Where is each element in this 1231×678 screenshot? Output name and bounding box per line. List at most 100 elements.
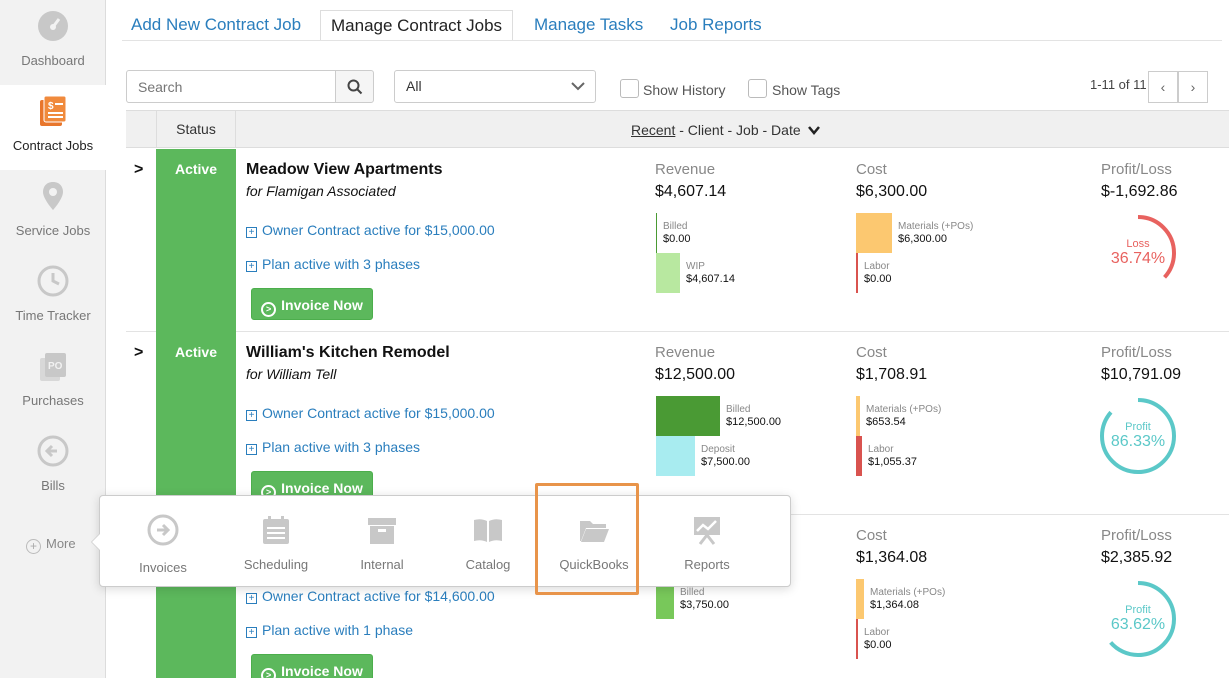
show-history-label[interactable]: Show History (643, 82, 726, 98)
owner-contract-link[interactable]: + Owner Contract active for $15,000.00 (246, 222, 495, 238)
owner-contract-link-label: Owner Contract active for $15,000.00 (262, 405, 495, 421)
gauge-arc (1100, 581, 1176, 657)
gauge-value: 86.33% (1110, 433, 1166, 450)
arrow-right-circle-icon: > (261, 302, 277, 317)
invoice-now-label: Invoice Now (281, 480, 363, 496)
open-book-icon (474, 519, 502, 542)
menu-item-label: Catalog (465, 557, 511, 572)
sidebar-more-button[interactable]: + More (26, 536, 76, 554)
plus-box-icon: + (246, 261, 257, 272)
cost-materials-label: Materials (+POs) (898, 221, 974, 232)
status-badge: Active (156, 149, 236, 332)
menu-item-catalog[interactable]: Catalog (435, 496, 541, 586)
invoice-now-button[interactable]: > Invoice Now (251, 288, 373, 320)
sidebar-item-purchases[interactable]: PO Purchases (0, 340, 106, 425)
job-client: for William Tell (246, 366, 337, 382)
cost-materials-label: Materials (+POs) (866, 404, 942, 415)
profit-loss-label: Profit/Loss (1101, 344, 1172, 361)
menu-item-invoices[interactable]: Invoices (110, 496, 216, 586)
presentation-chart-icon (694, 517, 720, 545)
map-pin-icon (43, 182, 63, 210)
show-tags-label[interactable]: Show Tags (772, 82, 841, 98)
gauge-arc (1100, 398, 1176, 474)
gauge-label: Profit (1125, 421, 1151, 433)
plan-link[interactable]: + Plan active with 1 phase (246, 622, 413, 638)
search-icon (347, 79, 363, 95)
pagination-count: 1-11 of 11 (1090, 77, 1147, 92)
gauge-label: Profit (1125, 604, 1151, 616)
revenue-wip-value: $4,607.14 (686, 273, 735, 285)
sidebar-item-time-tracker[interactable]: Time Tracker (0, 255, 106, 340)
invoice-now-button[interactable]: > Invoice Now (251, 654, 373, 678)
plan-link-label: Plan active with 1 phase (262, 622, 413, 638)
menu-item-scheduling[interactable]: Scheduling (223, 496, 329, 586)
cost-materials-value: $6,300.00 (898, 233, 947, 245)
sort-recent-link[interactable]: Recent (631, 122, 676, 138)
job-name[interactable]: Meadow View Apartments (246, 161, 443, 178)
revenue-billed-value: $12,500.00 (726, 416, 782, 428)
cost-labor-bar (856, 619, 858, 659)
show-tags-checkbox[interactable] (748, 79, 767, 98)
owner-contract-link[interactable]: + Owner Contract active for $14,600.00 (246, 588, 495, 604)
tab-add-new-contract-job[interactable]: Add New Contract Job (131, 15, 302, 34)
search-button[interactable] (335, 70, 374, 103)
revenue-billed-value: $0.00 (663, 233, 691, 245)
cost-labor-label: Labor (864, 627, 890, 638)
job-name[interactable]: William's Kitchen Remodel (246, 344, 450, 361)
dashboard-icon (38, 11, 68, 41)
prev-page-button[interactable]: ‹ (1148, 71, 1178, 103)
owner-contract-link-label: Owner Contract active for $15,000.00 (262, 222, 495, 238)
archive-box-icon (368, 518, 396, 544)
table-row[interactable]: > Active Meadow View Apartments for Flam… (126, 149, 1229, 332)
menu-item-quickbooks[interactable]: QuickBooks (541, 496, 647, 586)
invoice-now-label: Invoice Now (281, 297, 363, 313)
expand-row-icon[interactable]: > (134, 161, 144, 178)
menu-item-internal[interactable]: Internal (329, 496, 435, 586)
profit-loss-value: $10,791.09 (1101, 366, 1182, 383)
cost-label: Cost (856, 527, 887, 544)
calendar-icon (263, 516, 289, 544)
folder-open-icon (580, 521, 609, 542)
owner-contract-link[interactable]: + Owner Contract active for $15,000.00 (246, 405, 495, 421)
table-header: Status Recent - Client - Job - Date (126, 110, 1229, 148)
cost-label: Cost (856, 161, 887, 178)
revenue-billed-bar (656, 213, 657, 253)
gauge-arc (1100, 215, 1176, 291)
revenue-value: $12,500.00 (655, 366, 736, 383)
clock-icon (37, 265, 69, 297)
table-row[interactable]: > Active William's Kitchen Remodel for W… (126, 332, 1229, 515)
filter-select[interactable]: All (394, 70, 596, 103)
profit-loss-gauge (1100, 398, 1176, 474)
menu-item-reports[interactable]: Reports (654, 496, 760, 586)
sidebar-item-label: Dashboard (21, 53, 85, 68)
sidebar-item-contract-jobs[interactable]: $ Contract Jobs (0, 85, 115, 170)
tab-manage-tasks[interactable]: Manage Tasks (534, 15, 644, 34)
sidebar-item-dashboard[interactable]: Dashboard (0, 0, 106, 85)
plus-box-icon: + (246, 444, 257, 455)
tab-manage-contract-jobs[interactable]: Manage Contract Jobs (320, 10, 514, 40)
gauge-value: 36.74% (1110, 250, 1166, 267)
profit-loss-gauge (1100, 215, 1176, 291)
sidebar-item-bills[interactable]: Bills (0, 425, 106, 510)
expand-row-icon[interactable]: > (134, 344, 144, 361)
menu-item-label: QuickBooks (559, 557, 629, 572)
plus-box-icon: + (246, 227, 257, 238)
sidebar-more-label: More (46, 536, 76, 551)
tab-job-reports[interactable]: Job Reports (670, 15, 762, 34)
cost-value: $1,708.91 (856, 366, 928, 383)
search-input[interactable] (126, 70, 336, 103)
sort-control[interactable]: Recent - Client - Job - Date (631, 122, 820, 138)
plus-box-icon: + (246, 627, 257, 638)
status-column-header[interactable]: Status (156, 111, 236, 147)
revenue-deposit-value: $7,500.00 (701, 456, 750, 468)
sidebar: Dashboard $ Contract Jobs Service Jobs T… (0, 0, 115, 678)
chevron-down-icon (807, 126, 820, 135)
plan-link[interactable]: + Plan active with 3 phases (246, 256, 420, 272)
gauge-value: 63.62% (1110, 616, 1166, 633)
sidebar-item-service-jobs[interactable]: Service Jobs (0, 170, 106, 255)
show-history-checkbox[interactable] (620, 79, 639, 98)
topnav-divider (122, 40, 1222, 41)
sidebar-item-label: Contract Jobs (12, 138, 94, 153)
plan-link[interactable]: + Plan active with 3 phases (246, 439, 420, 455)
next-page-button[interactable]: › (1178, 71, 1208, 103)
